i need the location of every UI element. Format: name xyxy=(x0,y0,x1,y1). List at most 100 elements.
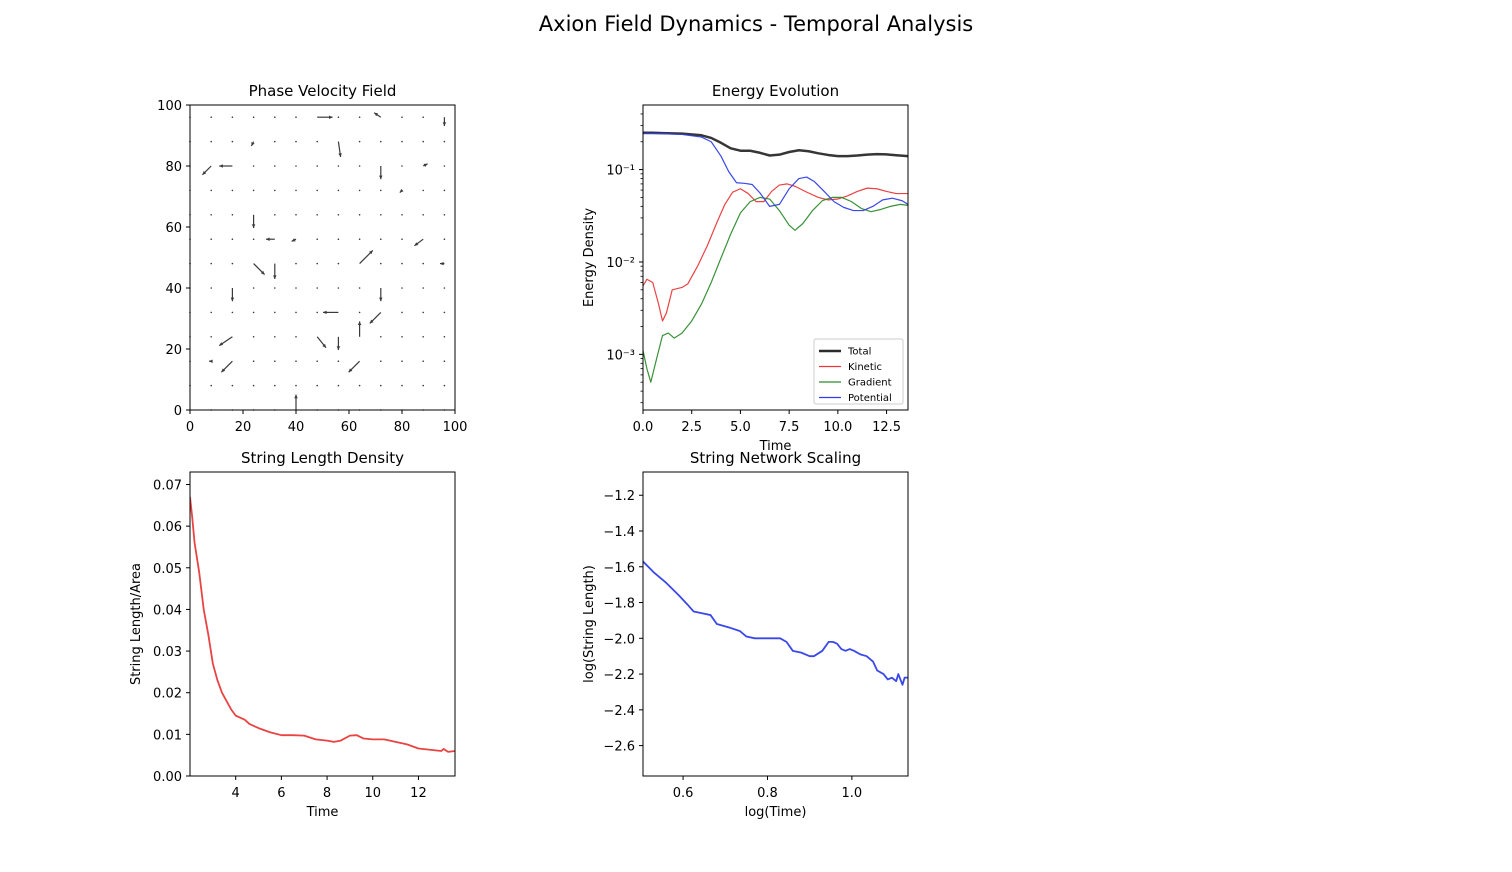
quiver-arrow-head xyxy=(414,242,419,246)
quiver-dot xyxy=(252,238,255,240)
y-tick-label: −2.4 xyxy=(603,704,635,719)
quiver-dot xyxy=(274,287,276,289)
quiver-dot xyxy=(316,140,319,143)
y-tick-label: 0.03 xyxy=(153,645,182,660)
axes-title: String Length Density xyxy=(241,449,404,467)
x-tick-label: 20 xyxy=(235,420,252,435)
quiver-dot xyxy=(295,262,297,265)
x-axis-label: Time xyxy=(306,805,339,820)
quiver-dot xyxy=(252,165,255,167)
quiver-dot xyxy=(422,214,425,216)
quiver-dot xyxy=(210,287,212,289)
quiver-arrow xyxy=(369,311,382,324)
quiver-arrow xyxy=(220,360,233,373)
quiver-dot xyxy=(401,165,403,167)
quiver-arrow-head xyxy=(266,237,270,241)
quiver-dot xyxy=(252,311,255,314)
axes-frame xyxy=(189,104,456,411)
quiver-arrow-head xyxy=(374,112,379,117)
y-axis-label: Energy Density xyxy=(582,208,597,307)
quiver-arrow-head xyxy=(209,359,213,363)
axes-1: Energy Evolution Time Energy Density 0.0 2.5… xyxy=(582,82,909,454)
x-tick-label: 0 xyxy=(186,420,194,435)
quiver-arrow xyxy=(251,214,256,228)
quiver-arrow-head xyxy=(357,321,362,326)
x-axis-label: log(Time) xyxy=(745,805,807,820)
y-tick-label: 0.00 xyxy=(153,770,182,785)
quiver-dot xyxy=(316,360,319,363)
quiver-dot xyxy=(337,287,340,289)
y-tick-label: 0.01 xyxy=(153,728,182,743)
x-tick-label: 80 xyxy=(394,420,411,435)
axes-title: String Network Scaling xyxy=(690,449,861,467)
quiver-dot xyxy=(358,140,361,143)
series-line-potential xyxy=(643,133,908,212)
quiver-dot xyxy=(210,384,212,387)
quiver-arrow xyxy=(359,249,374,265)
quiver-dot xyxy=(358,311,361,314)
y-tick-label: 0.07 xyxy=(153,478,182,493)
y-tick-label: −1.2 xyxy=(603,489,635,504)
quiver-dot xyxy=(274,336,276,338)
axes-frame xyxy=(189,471,456,777)
quiver-dot xyxy=(401,262,403,265)
x-tick-label: 2.5 xyxy=(681,420,702,435)
series-line-kinetic xyxy=(643,183,908,322)
quiver-arrow-head xyxy=(379,297,383,302)
quiver-arrow-head xyxy=(294,394,298,399)
quiver-arrow-head xyxy=(369,250,373,255)
quiver-dot xyxy=(231,140,234,143)
axes-title: Energy Evolution xyxy=(712,82,839,100)
y-tick-label: −1.8 xyxy=(603,597,635,612)
quiver-dot xyxy=(401,384,403,387)
quiver-dot xyxy=(210,311,212,314)
quiver-arrow-head xyxy=(322,343,326,348)
quiver-arrow xyxy=(201,165,212,176)
legend-label: Total xyxy=(847,347,871,358)
quiver-arrow xyxy=(317,115,333,119)
quiver-arrow xyxy=(209,359,213,363)
quiver-dot xyxy=(252,287,255,289)
y-tick-label: 80 xyxy=(165,160,182,175)
legend-label: Gradient xyxy=(848,378,892,389)
x-tick-label: 60 xyxy=(341,420,358,435)
quiver-arrow xyxy=(348,360,361,373)
axes-frame xyxy=(642,104,909,411)
quiver-dot xyxy=(380,262,382,265)
quiver-arrow xyxy=(337,141,342,158)
quiver-arrow-head xyxy=(423,163,428,167)
quiver-dot xyxy=(210,189,212,192)
quiver-dot xyxy=(252,116,255,118)
quiver-dot xyxy=(274,116,276,118)
y-tick-label: 0.02 xyxy=(153,687,182,702)
series-line-0 xyxy=(643,560,908,686)
y-tick-label: 0 xyxy=(174,404,182,419)
x-tick-label: 1.0 xyxy=(842,786,863,801)
quiver-arrow xyxy=(294,394,298,410)
quiver-dot xyxy=(443,214,446,216)
quiver-arrow-head xyxy=(379,175,383,180)
quiver-dot xyxy=(443,189,446,192)
x-tick-label: 0.6 xyxy=(673,786,694,801)
quiver-dot xyxy=(358,165,361,167)
quiver-arrow xyxy=(442,117,447,126)
quiver-dot xyxy=(210,116,212,118)
y-tick-label: 0.06 xyxy=(153,520,182,535)
quiver-arrow xyxy=(336,336,341,350)
quiver-dot xyxy=(443,360,446,363)
quiver-dot xyxy=(231,189,234,192)
quiver-dot xyxy=(231,238,234,240)
quiver-dot xyxy=(231,214,234,216)
quiver-dot xyxy=(210,336,212,338)
x-tick-label: 10 xyxy=(364,786,381,801)
quiver-dot xyxy=(274,165,276,167)
y-axis-label: log(String Length) xyxy=(582,565,597,683)
quiver-arrow-head xyxy=(221,368,226,373)
quiver-arrow-head xyxy=(328,115,333,119)
quiver-dot xyxy=(443,165,446,167)
quiver-dot xyxy=(231,311,234,314)
legend-label: Potential xyxy=(848,393,892,404)
quiver-arrow-head xyxy=(291,238,296,242)
y-tick-label: 60 xyxy=(165,221,182,236)
